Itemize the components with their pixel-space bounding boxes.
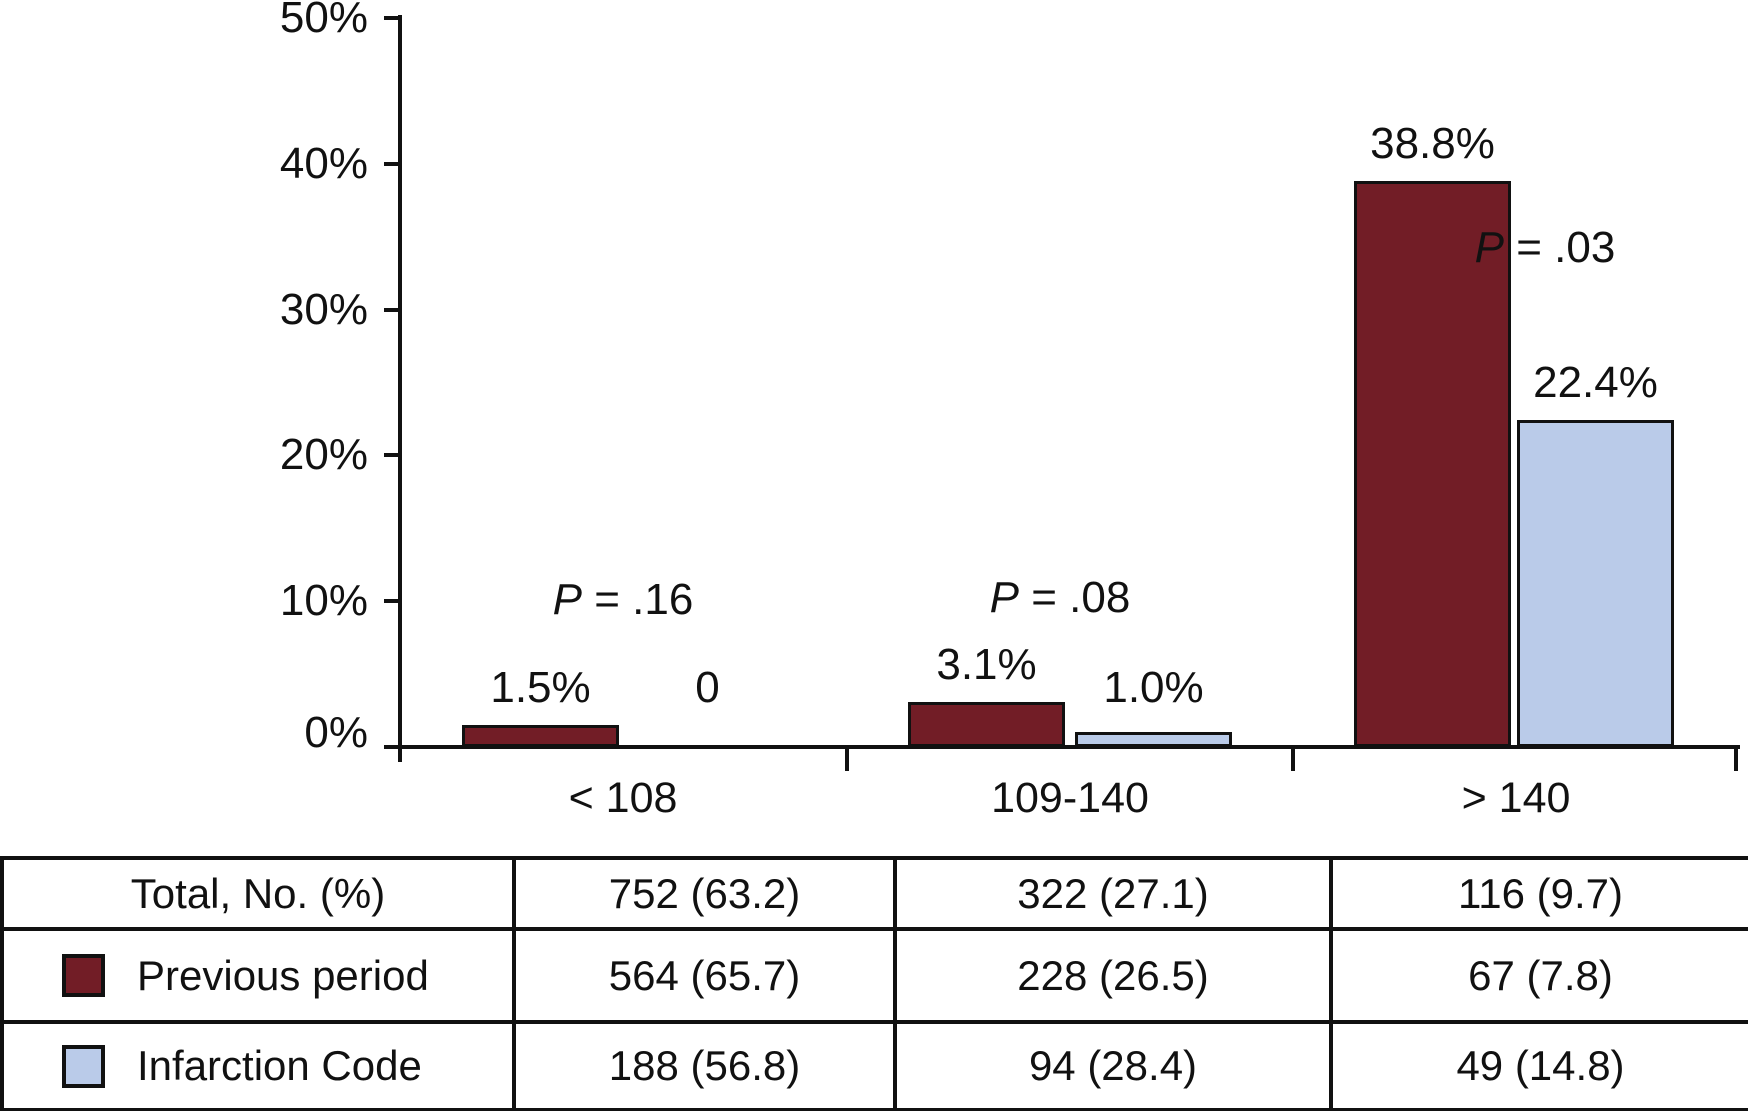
y-tick-50	[384, 16, 401, 20]
x-tick-group-boundary-1	[845, 749, 849, 771]
row-label: Total, No. (%)	[130, 869, 386, 917]
bar-infarction-code-109-140	[1075, 732, 1232, 747]
row-label-cell: Total, No. (%)	[0, 856, 516, 931]
x-tick-group-boundary-2	[1291, 749, 1295, 771]
bar-infarction-code-gt140	[1517, 420, 1674, 747]
table-cell: 228 (26.5)	[893, 927, 1333, 1024]
legend-swatch-previous-period	[62, 954, 105, 997]
category-label-lt108: < 108	[568, 774, 678, 822]
p-value-annotation: P = .16	[453, 573, 793, 627]
p-value-annotation: P = .08	[890, 571, 1230, 625]
p-symbol: P	[989, 573, 1020, 622]
y-tick-label: 10%	[279, 576, 368, 625]
x-axis-line	[384, 745, 1740, 749]
y-tick-label: 0%	[304, 708, 368, 757]
category-label-109-140: 109-140	[991, 774, 1149, 822]
table-cell: 94 (28.4)	[893, 1020, 1333, 1111]
bar-previous-period-lt108	[462, 725, 619, 747]
table-row-infarction-code: Infarction Code 188 (56.8) 94 (28.4) 49 …	[0, 1020, 1748, 1111]
x-tick-axis-end	[1734, 749, 1738, 771]
row-label: Previous period	[137, 951, 429, 999]
table-cell: 67 (7.8)	[1329, 927, 1748, 1024]
table-cell: 322 (27.1)	[893, 856, 1333, 931]
y-axis-line	[398, 15, 402, 762]
y-tick-label: 50%	[279, 0, 368, 42]
y-tick-label: 20%	[279, 430, 368, 479]
y-tick-30	[384, 308, 401, 312]
bar-value-label: 1.5%	[490, 663, 591, 712]
bar-value-label: 38.8%	[1370, 119, 1495, 168]
table-cell: 564 (65.7)	[512, 927, 897, 1024]
legend-swatch-infarction-code	[62, 1044, 105, 1088]
bar-value-label: 22.4%	[1533, 358, 1658, 407]
y-tick-40	[384, 162, 401, 166]
bar-previous-period-109-140	[908, 702, 1065, 747]
p-value-annotation: P = .03	[1375, 221, 1715, 275]
row-label: Infarction Code	[137, 1042, 422, 1089]
data-table: Total, No. (%) 752 (63.2) 322 (27.1) 116…	[0, 856, 1748, 1111]
table-cell: 116 (9.7)	[1329, 856, 1748, 931]
y-tick-10	[384, 599, 401, 603]
p-value-text: = .08	[1019, 573, 1131, 622]
table-row-previous-period: Previous period 564 (65.7) 228 (26.5) 67…	[0, 927, 1748, 1024]
p-value-text: = .03	[1504, 223, 1616, 272]
table-cell: 752 (63.2)	[512, 856, 897, 931]
bar-value-label: 1.0%	[1103, 663, 1204, 712]
row-label-cell: Infarction Code	[0, 1020, 516, 1111]
p-value-text: = .16	[582, 575, 694, 624]
p-symbol: P	[552, 575, 583, 624]
y-tick-label: 40%	[279, 139, 368, 188]
row-label-cell: Previous period	[0, 927, 516, 1024]
table-row-total: Total, No. (%) 752 (63.2) 322 (27.1) 116…	[0, 856, 1748, 931]
bar-value-label: 0	[695, 663, 720, 712]
category-label-gt140: > 140	[1461, 774, 1571, 822]
p-symbol: P	[1474, 223, 1505, 272]
y-tick-20	[384, 453, 401, 457]
bar-previous-period-gt140	[1354, 181, 1511, 747]
table-cell: 188 (56.8)	[512, 1020, 897, 1111]
bar-value-label: 3.1%	[936, 640, 1037, 689]
y-tick-label: 30%	[279, 285, 368, 334]
table-cell: 49 (14.8)	[1329, 1020, 1748, 1111]
